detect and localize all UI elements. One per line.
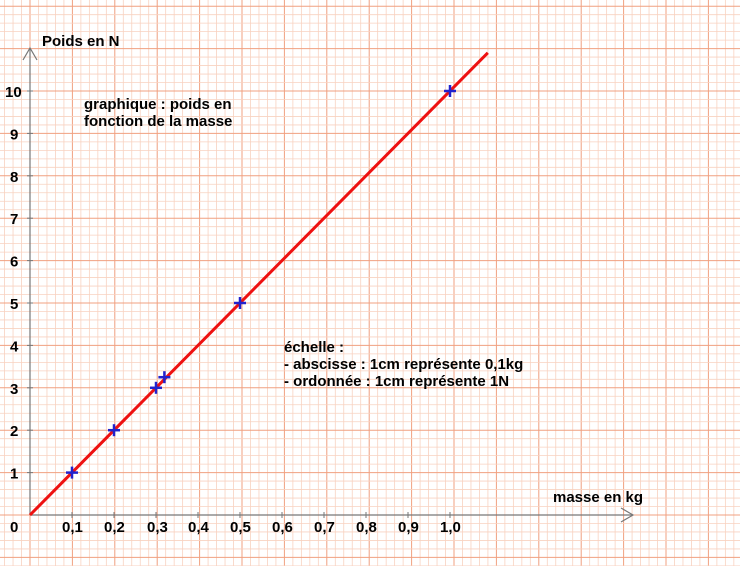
x-tick-label: 0,7	[314, 519, 335, 536]
data-point	[66, 466, 78, 479]
data-point	[234, 297, 246, 309]
x-tick-label: 0,1	[62, 519, 83, 536]
y-tick-label: 3	[10, 381, 18, 398]
fit-line	[28, 51, 489, 517]
chart-title-line-2: fonction de la masse	[84, 113, 232, 130]
y-axis-arrow	[22, 46, 38, 61]
scale-note-ordinate: - ordonnée : 1cm représente 1N	[284, 373, 509, 390]
chart-title-line-1: graphique : poids en	[84, 96, 232, 113]
series	[28, 51, 489, 517]
x-tick-label: 0,2	[104, 519, 125, 536]
data-point	[444, 85, 456, 97]
x-tick-label: 0,6	[272, 519, 293, 536]
x-tick-label: 0,4	[188, 519, 210, 536]
scale-note-abscissa: - abscisse : 1cm représente 0,1kg	[284, 356, 523, 373]
y-tick-label: 5	[10, 296, 18, 313]
y-tick-label: 6	[10, 254, 18, 271]
x-tick-label: 0,8	[356, 519, 377, 536]
x-axis-label: masse en kg	[553, 489, 643, 506]
data-point	[108, 424, 120, 437]
data-point	[150, 381, 162, 394]
y-tick-label: 7	[10, 211, 18, 228]
x-tick-label: 1,0	[440, 519, 461, 536]
x-axis-arrow	[620, 507, 635, 523]
y-tick-label: 8	[10, 169, 18, 186]
y-tick-label: 1	[10, 466, 18, 483]
y-tick-label: 10	[5, 84, 22, 101]
y-tick-label: 9	[10, 126, 18, 143]
x-tick-label: 0,9	[398, 519, 419, 536]
scale-note-title: échelle :	[284, 339, 344, 356]
x-tick-label: 0,5	[230, 519, 251, 536]
origin-label: 0	[10, 519, 18, 536]
x-tick-label: 0,3	[147, 519, 168, 536]
data-point	[158, 371, 171, 384]
tick-labels: 0,1 0,2 0,3 0,4 0,5 0,6 0,7 0,8 0,9 1,0 1 2 3 4 5 6 7 8 9 1…	[5, 84, 461, 536]
axes	[22, 46, 635, 523]
y-tick-label: 4	[10, 338, 19, 355]
y-tick-label: 2	[10, 423, 18, 440]
y-axis-label: Poids en N	[42, 33, 120, 50]
